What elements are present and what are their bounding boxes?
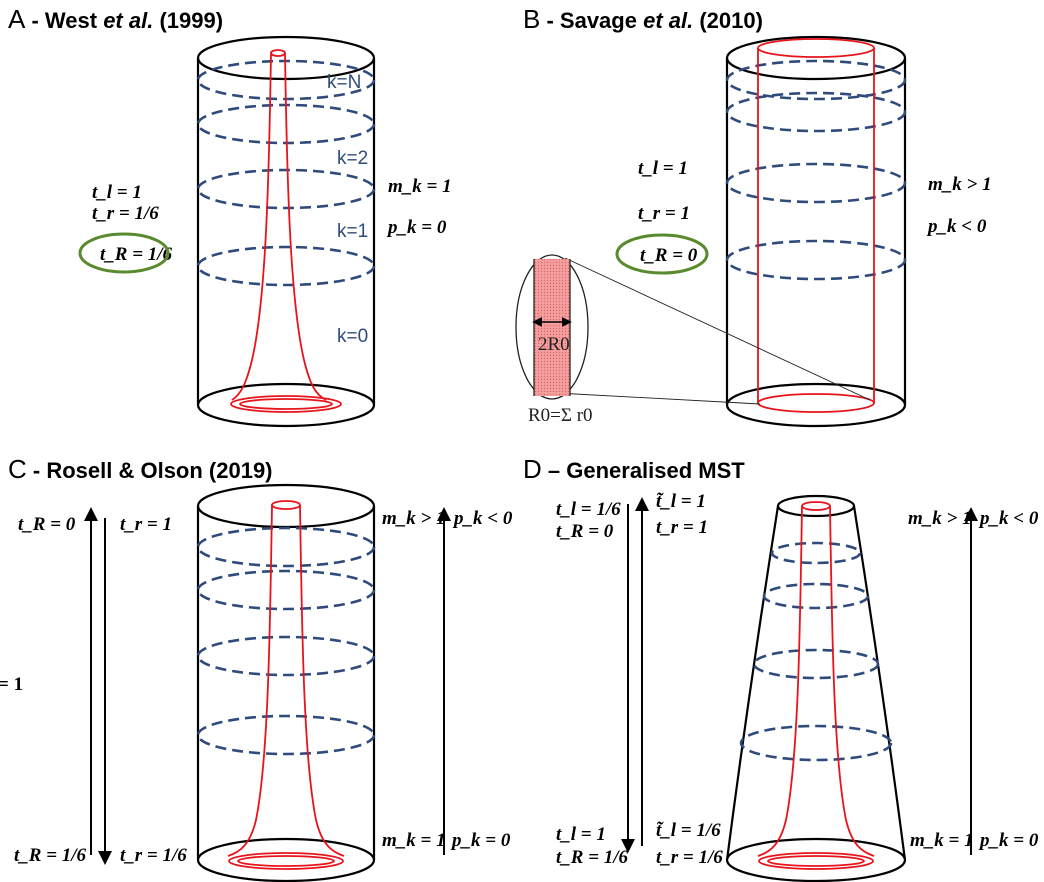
c-edge-label: = 1 bbox=[0, 674, 23, 695]
rings-d bbox=[739, 541, 893, 762]
a-highlight bbox=[78, 232, 170, 274]
c-mk-bottom: m_k = 1 bbox=[382, 830, 446, 851]
rings-c bbox=[196, 526, 376, 756]
panel-d: D – Generalised MST t_l = 1/6 t_R = 0 t̃… bbox=[523, 454, 1039, 882]
cylinder-c bbox=[196, 483, 376, 882]
d-tR-bottom: t_R = 1/6 bbox=[556, 847, 629, 868]
inset-zoom: 2R0 R0=Σ r0 bbox=[515, 254, 871, 426]
k-label-2: k=2 bbox=[337, 148, 368, 169]
panel-c-title: C - Rosell & Olson (2019) bbox=[8, 454, 273, 484]
vessel-b bbox=[757, 38, 875, 413]
d-ttl-top: t̃_l = 1 bbox=[656, 491, 706, 512]
b-pk: p_k < 0 bbox=[926, 216, 987, 237]
c-pk-top: p_k < 0 bbox=[452, 508, 513, 529]
c-tR-bottom: t_R = 1/6 bbox=[14, 845, 87, 866]
c-tR-top: t_R = 0 bbox=[18, 514, 76, 535]
d-tr-bottom: t_r = 1/6 bbox=[656, 847, 723, 868]
d-tr-top: t_r = 1 bbox=[656, 517, 708, 538]
k-label-n: k=N bbox=[327, 72, 361, 93]
panel-b-title: B - Savage et al. (2010) bbox=[523, 4, 763, 34]
d-mk-bottom: m_k = 1 bbox=[910, 830, 974, 851]
d-pk-top: p_k < 0 bbox=[978, 508, 1039, 529]
a-tl: t_l = 1 bbox=[92, 182, 142, 203]
d-pk-bottom: p_k = 0 bbox=[978, 830, 1039, 851]
panel-b: B - Savage et al. (2010) t_l = 1 t_r = 1… bbox=[515, 4, 992, 428]
rings-b bbox=[725, 59, 907, 281]
c-mk-top: m_k > 1 bbox=[382, 508, 446, 529]
a-mk: m_k = 1 bbox=[388, 176, 452, 197]
c-pk-bottom: p_k = 0 bbox=[450, 830, 511, 851]
cylinder-b bbox=[725, 35, 907, 428]
frustum-d bbox=[725, 494, 907, 882]
b-tl: t_l = 1 bbox=[638, 158, 688, 179]
panel-c: C - Rosell & Olson (2019) t_R = 0 t_r = … bbox=[0, 454, 513, 882]
panel-a: A - West et al. (1999) k=N k=2 k=1 k=0 t… bbox=[8, 4, 452, 428]
d-ttl-bottom: t̃_l = 1/6 bbox=[656, 820, 721, 841]
b-tR: t_R = 0 bbox=[640, 245, 698, 266]
d-tl-top: t_l = 1/6 bbox=[556, 499, 621, 520]
k-label-0: k=0 bbox=[337, 326, 368, 347]
panel-d-title: D – Generalised MST bbox=[523, 454, 745, 484]
b-highlight bbox=[615, 233, 709, 275]
inset-caption: R0=Σ r0 bbox=[528, 405, 593, 426]
c-tr-bottom: t_r = 1/6 bbox=[120, 845, 187, 866]
b-mk: m_k > 1 bbox=[928, 174, 992, 195]
d-tl-bottom: t_l = 1 bbox=[556, 824, 606, 845]
a-pk: p_k = 0 bbox=[386, 217, 447, 238]
vessel-c bbox=[227, 500, 345, 870]
inset-label: 2R0 bbox=[538, 334, 570, 355]
d-tR-top: t_R = 0 bbox=[556, 521, 614, 542]
a-tr: t_r = 1/6 bbox=[92, 203, 159, 224]
c-tr-top: t_r = 1 bbox=[120, 514, 172, 535]
a-tR: t_R = 1/6 bbox=[100, 244, 173, 265]
d-mk-top: m_k > 1 bbox=[908, 508, 972, 529]
b-tr: t_r = 1 bbox=[638, 203, 690, 224]
panel-a-title: A - West et al. (1999) bbox=[8, 4, 223, 34]
vessel-d bbox=[757, 501, 875, 870]
vessel-a bbox=[230, 49, 342, 413]
k-label-1: k=1 bbox=[337, 221, 368, 242]
